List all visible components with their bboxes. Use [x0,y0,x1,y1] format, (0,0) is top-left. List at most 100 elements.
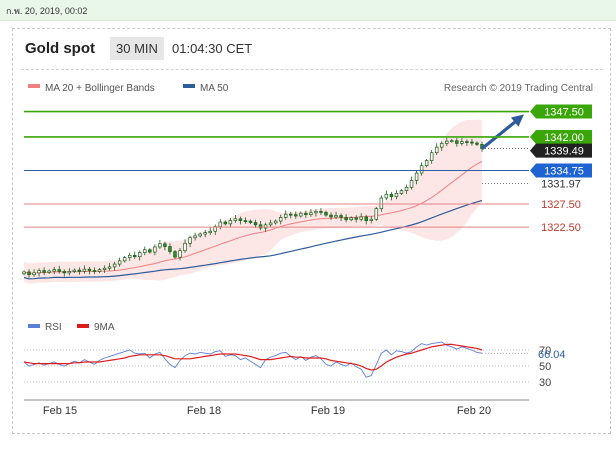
candle-body [283,213,288,218]
candle-body [87,268,92,271]
candle-body [389,193,394,197]
research-credit: Research © 2019 Trading Central [444,83,593,94]
candle-body [173,251,177,258]
level-label-1342.00: 1342.00 [544,132,584,144]
candle-body [304,212,308,215]
forecast-arrow-shaft [480,118,520,150]
candle-body [127,254,132,258]
ma50-legend-label: MA 50 [200,83,229,94]
candle-body [475,142,479,145]
candle-body [349,217,353,221]
candle-body [364,216,368,221]
candle-body [138,252,142,258]
candle-body [42,270,46,273]
candle-body [117,260,122,265]
candle-body [107,266,112,269]
candle-body [218,221,223,227]
candle-body [248,220,253,223]
candle-body [263,224,268,229]
candle-body [122,257,127,262]
candle-body [32,272,36,276]
price-plot-area [22,114,524,284]
candle-body [198,233,202,237]
candle-body [429,152,434,161]
candle-body [208,230,212,234]
top-date-bar: ก.พ. 20, 2019, 00:02 [0,0,616,21]
candle-body [143,249,147,253]
candle-body [112,263,117,268]
header-divider [21,69,603,70]
candle-body [243,220,248,222]
rsi-tick-30: 30 [539,377,551,389]
candle-body [97,269,102,272]
candle-body [424,160,429,166]
candle-body [289,213,293,216]
candle-body [188,237,192,244]
ma50-line [23,199,483,280]
x-tick-feb-19: Feb 19 [311,405,345,417]
candle-body [37,270,41,274]
candle-body [47,270,51,273]
candle-body [82,268,87,272]
bollinger-band [24,119,482,284]
forecast-arrow-head [510,114,524,127]
candle-body [168,246,172,252]
candle-body [455,140,459,144]
candle-body [354,217,358,220]
candle-body [299,212,303,217]
level-label-1322.50: 1322.50 [541,222,581,234]
x-axis: Feb 15 Feb 18 Feb 19 Feb 20 [24,399,529,417]
x-tick-feb-15: Feb 15 [43,405,77,417]
candle-body [324,211,328,216]
level-label-1331.97: 1331.97 [541,178,581,190]
chart-header: Gold spot 30 MIN 01:04:30 CET [13,29,610,69]
candle-body [414,172,419,181]
candle-body [374,208,379,220]
candle-body [379,197,384,209]
candle-body [309,212,313,215]
candle-body [334,215,338,218]
candle-body [57,269,61,272]
timeframe-badge[interactable]: 30 MIN [110,37,164,60]
candle-body [163,243,167,247]
candle-body [460,141,464,144]
candle-body [394,193,399,197]
candle-body [409,180,414,188]
candle-body [233,218,238,221]
candle-body [27,271,31,276]
candle-body [384,193,389,199]
candle-body [319,211,323,213]
ma9-legend-swatch [77,324,89,328]
candle-body [399,190,404,194]
candle-body [258,224,263,229]
candle-body [344,217,348,221]
candle-body [102,267,107,270]
rsi-tick-50: 50 [539,361,551,373]
candle-body [419,165,424,174]
level-label-1339.49: 1339.49 [544,146,584,158]
candle-body [52,269,56,272]
candle-body [329,214,333,218]
rsi-legend-swatch [28,324,40,328]
instrument-title: Gold spot [25,40,95,57]
candle-body [72,269,77,272]
ma9-legend-label: 9MA [94,322,115,333]
rsi-line [23,341,483,378]
level-tag-1342.00 [530,129,592,144]
candle-body [62,271,66,274]
candle-body [22,271,26,275]
level-label-1327.50: 1327.50 [541,199,581,211]
x-tick-feb-18: Feb 18 [187,405,221,417]
level-tag-1339.49 [530,143,592,158]
candle-body [268,222,273,226]
candle-body [359,216,363,220]
candle-body [465,141,469,143]
candle-body [153,246,157,253]
ma20-legend-label: MA 20 + Bollinger Bands [45,83,155,94]
top-datetime: ก.พ. 20, 2019, 00:02 [6,6,88,16]
ma20-legend-swatch [28,84,40,88]
candle-body [203,232,207,235]
candle-body [404,187,409,191]
